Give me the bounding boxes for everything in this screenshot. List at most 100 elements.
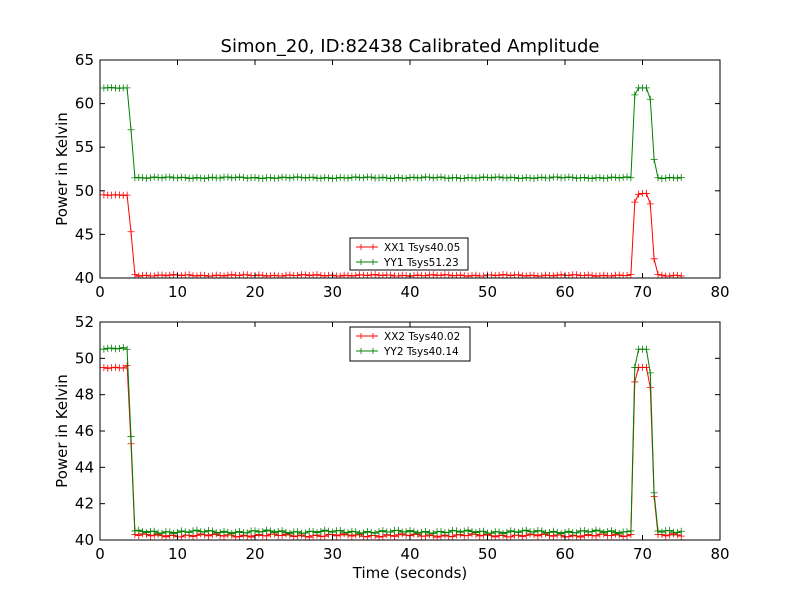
data-point-marker bbox=[611, 528, 619, 536]
data-point-marker bbox=[511, 528, 519, 536]
data-point-marker bbox=[530, 175, 538, 183]
x-tick-label: 60 bbox=[555, 283, 574, 301]
legend-marker bbox=[358, 259, 376, 265]
data-point-marker bbox=[503, 528, 511, 536]
data-point-marker bbox=[429, 271, 437, 278]
data-point-marker bbox=[329, 528, 336, 536]
data-point-marker bbox=[650, 489, 658, 497]
data-point-marker bbox=[658, 528, 666, 536]
legend-entry: XX2 Tsys40.02 bbox=[356, 331, 460, 343]
x-tick-label: 0 bbox=[95, 283, 105, 301]
data-point-marker bbox=[511, 174, 519, 182]
data-point-marker bbox=[232, 528, 240, 536]
data-point-marker bbox=[507, 533, 515, 540]
data-point-marker bbox=[654, 271, 662, 278]
data-point-marker bbox=[569, 174, 577, 182]
data-point-marker bbox=[460, 174, 468, 182]
data-point-marker bbox=[360, 271, 367, 278]
data-point-marker bbox=[313, 529, 321, 537]
data-point-marker bbox=[325, 527, 333, 535]
data-point-marker bbox=[375, 528, 383, 536]
y-tick-label: 52 bbox=[75, 313, 94, 331]
data-point-marker bbox=[100, 364, 108, 372]
data-point-marker bbox=[549, 272, 557, 278]
data-point-marker bbox=[336, 173, 344, 181]
data-point-marker bbox=[538, 173, 546, 181]
data-point-marker bbox=[425, 529, 433, 537]
data-point-marker bbox=[282, 528, 290, 536]
data-point-marker bbox=[631, 363, 639, 371]
data-point-marker bbox=[298, 174, 305, 182]
data-point-marker bbox=[425, 173, 433, 181]
data-point-marker bbox=[468, 528, 476, 536]
data-point-marker bbox=[414, 271, 422, 278]
data-point-marker bbox=[317, 174, 325, 182]
data-point-marker bbox=[127, 432, 135, 440]
data-point-marker bbox=[224, 528, 232, 536]
data-point-marker bbox=[538, 527, 546, 535]
data-point-marker bbox=[344, 529, 352, 537]
data-point-marker bbox=[604, 174, 612, 182]
data-point-marker bbox=[127, 228, 135, 236]
data-point-marker bbox=[208, 272, 216, 278]
chart-title: Simon_20, ID:82438 Calibrated Amplitude bbox=[221, 36, 600, 57]
data-point-marker bbox=[301, 529, 309, 537]
data-point-marker bbox=[677, 527, 685, 535]
data-point-marker bbox=[418, 528, 426, 536]
data-point-marker bbox=[236, 527, 243, 535]
data-point-marker bbox=[615, 529, 623, 537]
data-point-marker bbox=[631, 91, 639, 99]
data-point-marker bbox=[309, 528, 317, 536]
data-point-marker bbox=[278, 527, 286, 535]
data-point-marker bbox=[418, 174, 426, 182]
data-point-marker bbox=[631, 198, 639, 206]
data-point-marker bbox=[329, 175, 336, 183]
data-point-marker bbox=[553, 173, 561, 181]
legend-label: XX1 Tsys40.05 bbox=[384, 242, 460, 254]
data-point-marker bbox=[166, 528, 174, 536]
data-point-marker bbox=[205, 174, 212, 182]
data-point-marker bbox=[201, 528, 209, 536]
data-point-marker bbox=[371, 271, 379, 278]
data-point-marker bbox=[592, 272, 600, 278]
data-point-marker bbox=[352, 173, 360, 181]
data-point-marker bbox=[371, 529, 379, 537]
data-point-marker bbox=[565, 527, 573, 535]
data-point-marker bbox=[441, 529, 449, 537]
legend-box bbox=[349, 326, 471, 362]
data-point-marker bbox=[487, 271, 495, 278]
data-point-marker bbox=[650, 255, 658, 263]
data-point-marker bbox=[464, 272, 472, 278]
data-point-marker bbox=[143, 529, 150, 537]
data-point-marker bbox=[615, 271, 623, 278]
series-2-1 bbox=[100, 362, 685, 540]
data-point-marker bbox=[522, 526, 530, 534]
data-point-marker bbox=[336, 526, 344, 534]
data-point-marker bbox=[123, 362, 131, 370]
data-point-marker bbox=[503, 174, 511, 182]
data-point-marker bbox=[367, 528, 375, 536]
series-line bbox=[103, 87, 682, 180]
data-point-marker bbox=[177, 527, 185, 535]
data-point-marker bbox=[143, 174, 150, 182]
data-point-marker bbox=[588, 175, 596, 183]
data-point-marker bbox=[615, 174, 623, 182]
legend: XX1 Tsys40.05 YY1 Tsys51.23 bbox=[349, 237, 469, 271]
data-point-marker bbox=[100, 345, 108, 353]
data-point-marker bbox=[666, 526, 674, 534]
data-point-marker bbox=[360, 174, 367, 182]
data-point-marker bbox=[677, 173, 685, 181]
data-point-marker bbox=[243, 529, 251, 537]
legend-label: XX2 Tsys40.02 bbox=[384, 331, 460, 343]
data-point-marker bbox=[460, 527, 468, 535]
x-tick-label: 10 bbox=[168, 283, 187, 301]
data-point-marker bbox=[243, 174, 251, 182]
data-point-marker bbox=[499, 271, 507, 278]
data-point-marker bbox=[174, 174, 181, 182]
data-point-marker bbox=[286, 271, 294, 278]
data-point-marker bbox=[216, 528, 224, 536]
data-point-marker bbox=[286, 529, 294, 537]
legend-entry: YY1 Tsys51.23 bbox=[356, 257, 459, 269]
data-point-marker bbox=[301, 174, 309, 182]
